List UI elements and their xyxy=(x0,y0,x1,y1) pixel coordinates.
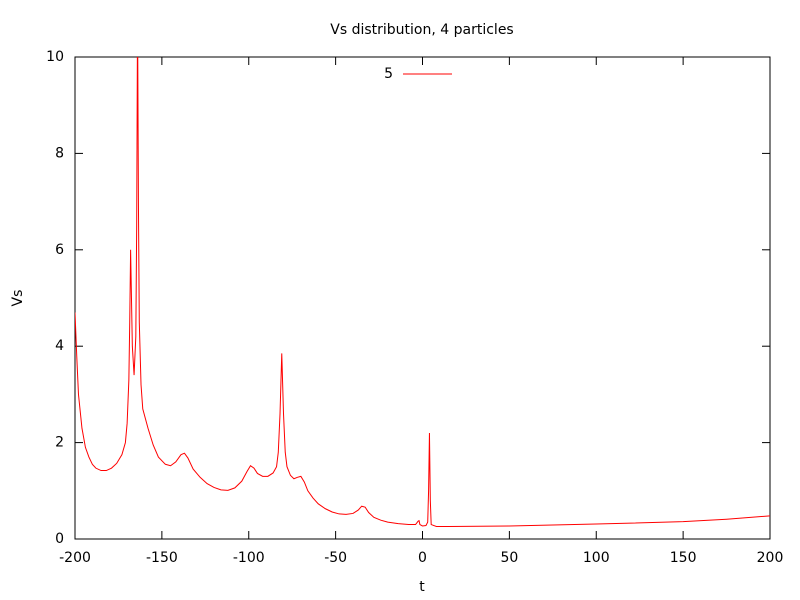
y-axis-label: Vs xyxy=(10,290,26,307)
x-axis-label: t xyxy=(419,579,425,595)
x-tick-label: 0 xyxy=(418,550,427,566)
x-tick-label: 200 xyxy=(757,550,784,566)
y-tick-label: 8 xyxy=(55,145,64,161)
data-line xyxy=(75,57,770,527)
x-tick-label: -100 xyxy=(233,550,265,566)
x-tick-label: -150 xyxy=(146,550,178,566)
x-tick-label: 150 xyxy=(670,550,697,566)
x-tick-label: 100 xyxy=(583,550,610,566)
legend-label: 5 xyxy=(384,66,393,82)
y-tick-label: 4 xyxy=(55,338,64,354)
y-tick-label: 6 xyxy=(55,242,64,258)
y-tick-label: 10 xyxy=(46,49,64,65)
x-tick-label: -50 xyxy=(324,550,347,566)
chart-title: Vs distribution, 4 particles xyxy=(330,22,513,38)
y-tick-label: 2 xyxy=(55,435,64,451)
x-tick-label: 50 xyxy=(500,550,518,566)
y-tick-label: 0 xyxy=(55,531,64,547)
x-tick-label: -200 xyxy=(59,550,91,566)
